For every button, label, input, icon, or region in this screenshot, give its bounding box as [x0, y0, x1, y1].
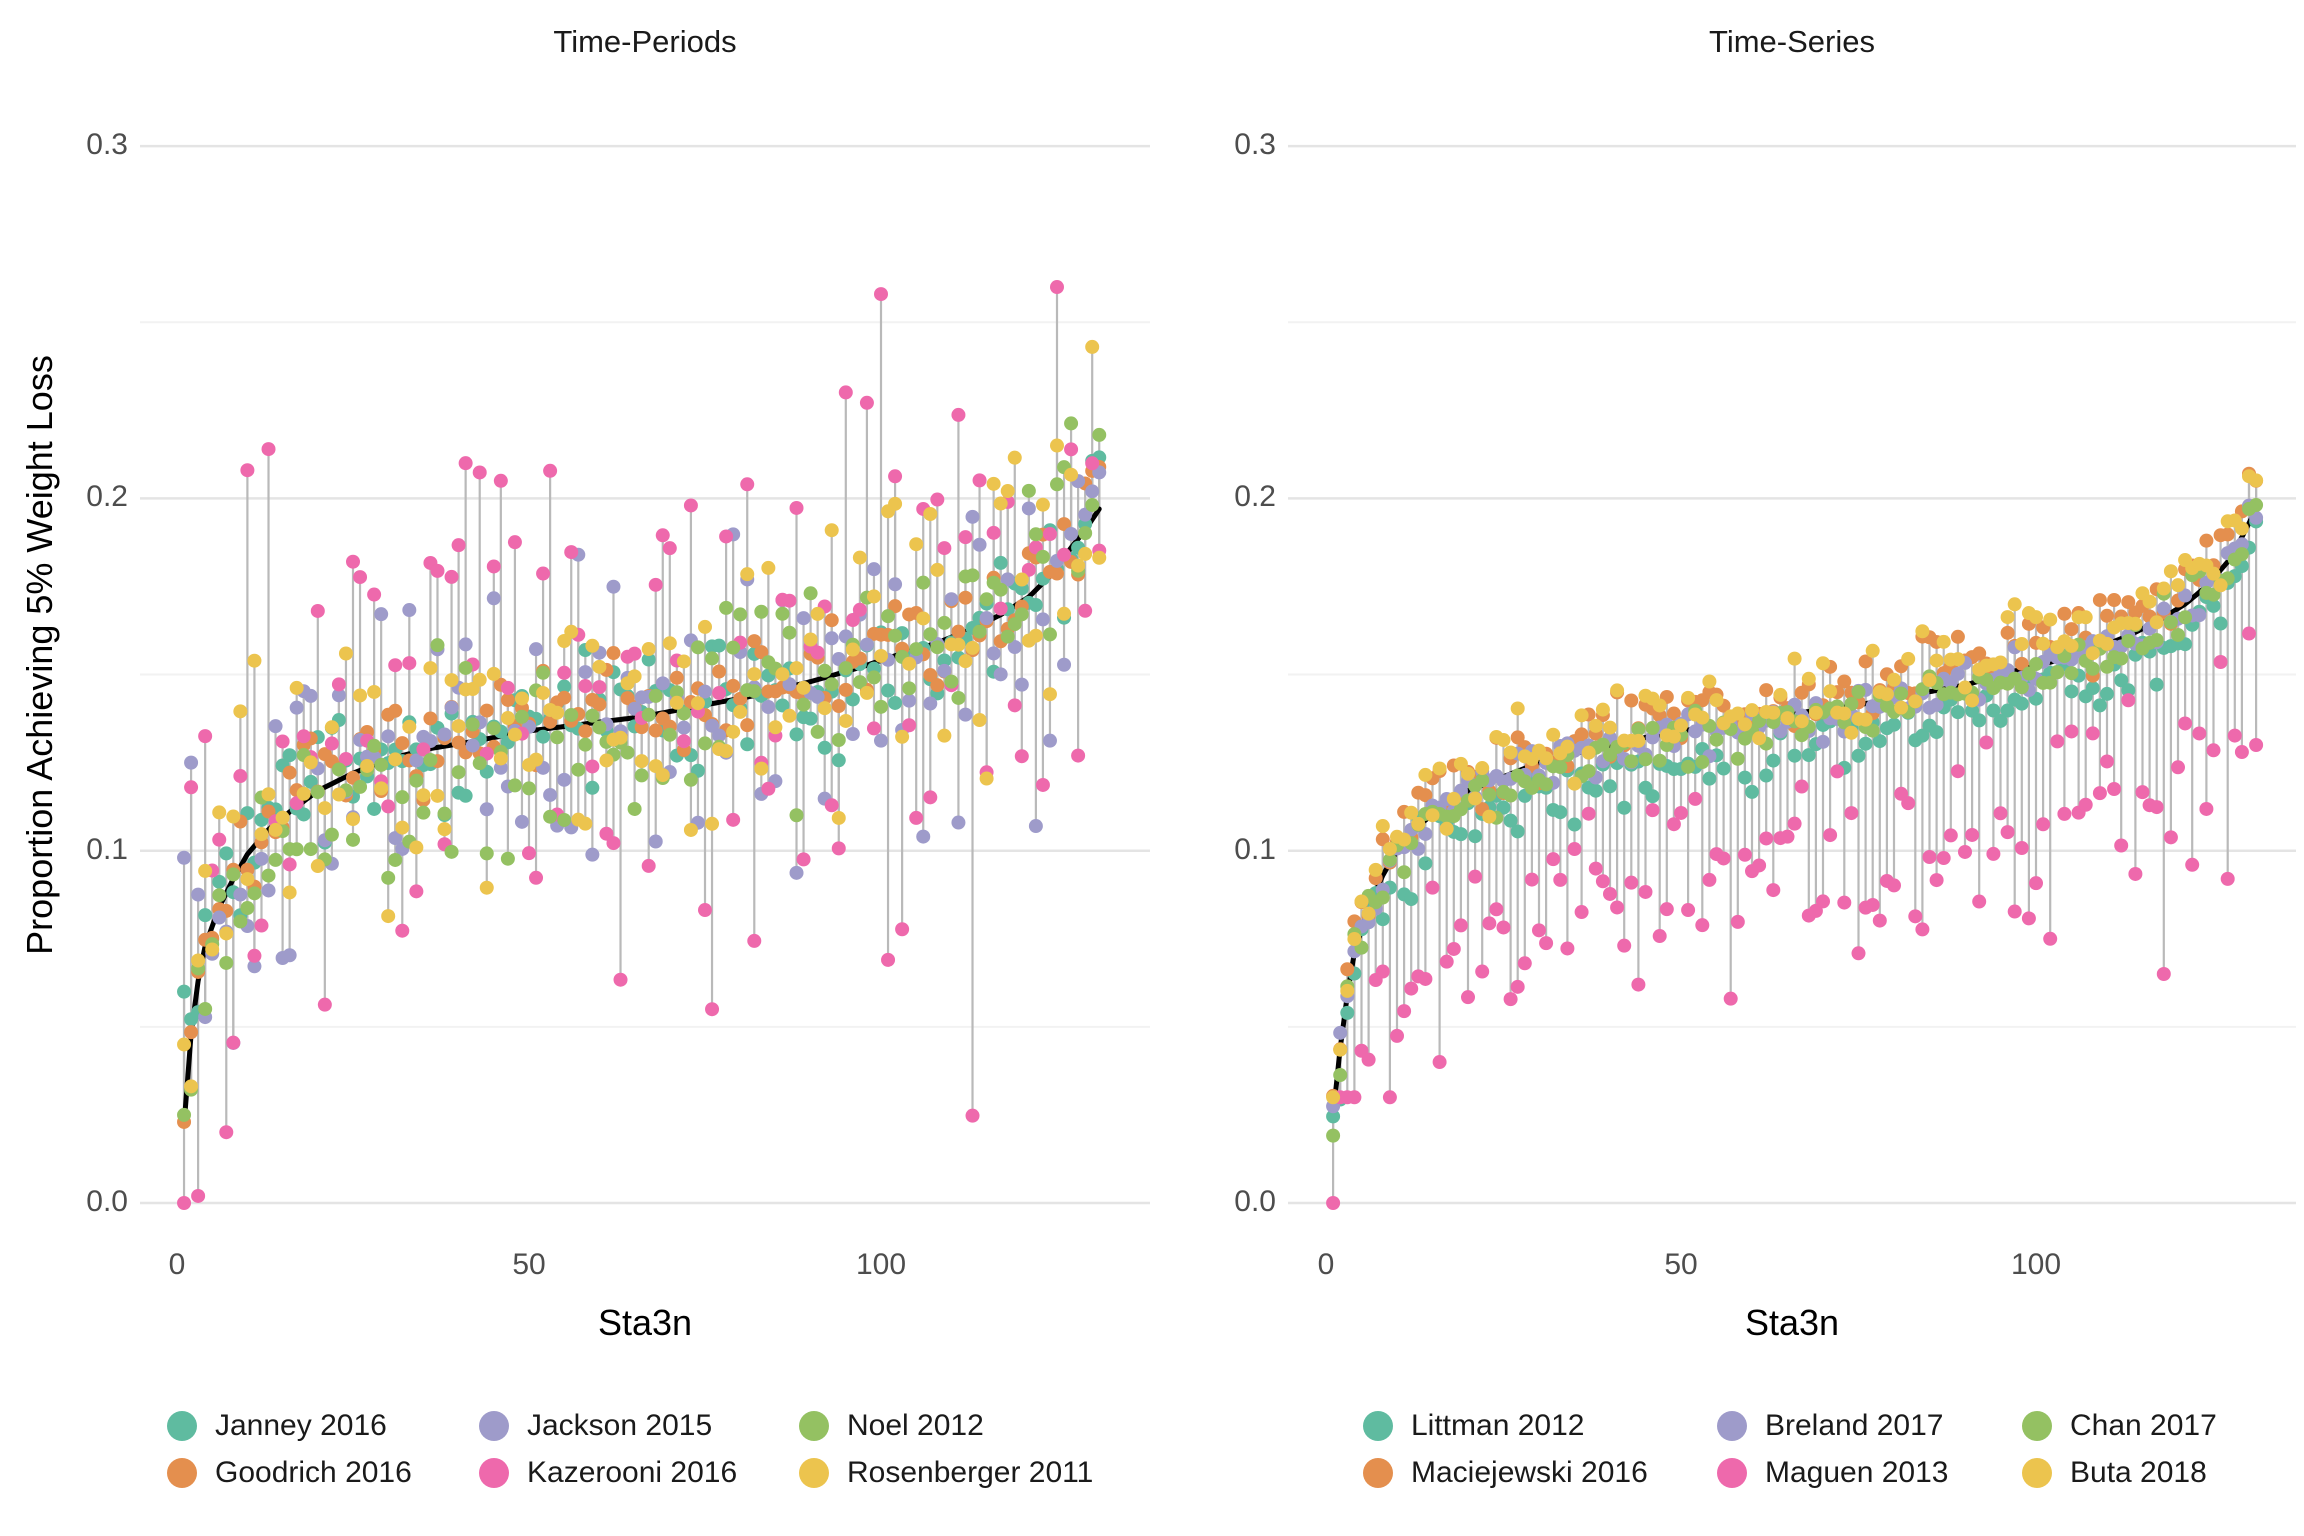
legend-item-rosenberger-2011: Rosenberger 2011	[799, 1449, 1159, 1496]
panel-0-y-tick-0.0: 0.0	[86, 1185, 128, 1218]
legend-dot-icon-jackson-2015	[479, 1410, 509, 1441]
legend-item-janney-2016: Janney 2016	[167, 1402, 479, 1449]
legend-item-maciejewski-2016: Maciejewski 2016	[1363, 1449, 1717, 1496]
legend-label-chan-2017: Chan 2017	[2070, 1408, 2217, 1442]
legend-label-maguen-2013: Maguen 2013	[1765, 1455, 1949, 1489]
panel-0-dots-rosenberger-2011	[177, 339, 1107, 1094]
legend-panel-0: Janney 2016 Goodrich 2016 Jackson 2015 Kaze…	[167, 1402, 1159, 1496]
panel-1-y-tick-0.1: 0.1	[1234, 832, 1276, 866]
legend-panel-1: Littman 2012 Maciejewski 2016 Breland 2017…	[1363, 1402, 2304, 1496]
panel-0-stems	[182, 287, 1101, 1203]
panel-0-y-tick-0.3: 0.3	[86, 128, 128, 162]
panel-title-time-series: Time-Series	[1709, 24, 1875, 59]
legend-dot-icon-littman-2012	[1363, 1410, 1393, 1441]
panel-1-x-tick-0: 0	[1317, 1248, 1335, 1281]
legend-label-kazerooni-2016: Kazerooni 2016	[527, 1455, 738, 1489]
panel-1-x-tick-100: 100	[2010, 1248, 2062, 1281]
x-axis-title-left: Sta3n	[597, 1302, 693, 1343]
panel-0-x-tick-100: 100	[855, 1248, 907, 1281]
legend-item-buta-2018: Buta 2018	[2022, 1449, 2304, 1496]
panel-title-time-periods: Time-Periods	[553, 24, 737, 59]
legend-label-breland-2017: Breland 2017	[1765, 1408, 1944, 1442]
legend-item-maguen-2013: Maguen 2013	[1717, 1449, 2022, 1496]
legend-dot-icon-rosenberger-2011	[799, 1457, 829, 1488]
panel-0-x-tick-0: 0	[168, 1248, 186, 1281]
panel-1-dots-buta-2018	[1326, 469, 2264, 1105]
legend-dot-icon-maguen-2013	[1717, 1457, 1747, 1488]
panel-1-dots-maguen-2013	[1326, 626, 2264, 1210]
legend-dot-icon-chan-2017	[2022, 1410, 2052, 1441]
legend-label-buta-2018: Buta 2018	[2070, 1455, 2207, 1489]
legend-dot-icon-buta-2018	[2022, 1457, 2052, 1488]
panel-1-y-tick-0.0: 0.0	[1234, 1185, 1276, 1218]
legend-dot-icon-kazerooni-2016	[479, 1457, 509, 1488]
panel-1-x-tick-50: 50	[1664, 1248, 1698, 1281]
legend-item-noel-2012: Noel 2012	[799, 1402, 1159, 1449]
legend-item-littman-2012: Littman 2012	[1363, 1402, 1717, 1449]
panel-0-dots-noel-2012	[177, 416, 1107, 1122]
panel-0-dots-kazerooni-2016	[177, 280, 1107, 1210]
legend-label-jackson-2015: Jackson 2015	[527, 1408, 713, 1442]
legend-label-goodrich-2016: Goodrich 2016	[215, 1455, 412, 1489]
panel-0-y-tick-0.2: 0.2	[86, 480, 128, 514]
legend-label-janney-2016: Janney 2016	[215, 1408, 387, 1442]
legend-dot-icon-maciejewski-2016	[1363, 1457, 1393, 1488]
legend-item-jackson-2015: Jackson 2015	[479, 1402, 799, 1449]
legend-dot-icon-breland-2017	[1717, 1410, 1747, 1441]
panel-1-y-tick-0.2: 0.2	[1234, 480, 1276, 514]
legend-label-littman-2012: Littman 2012	[1411, 1408, 1585, 1442]
legend-dot-icon-janney-2016	[167, 1410, 197, 1441]
legend-dot-icon-goodrich-2016	[167, 1457, 197, 1488]
legend-item-chan-2017: Chan 2017	[2022, 1402, 2304, 1449]
legend-item-goodrich-2016: Goodrich 2016	[167, 1449, 479, 1496]
legend-label-noel-2012: Noel 2012	[847, 1408, 984, 1442]
legend-item-kazerooni-2016: Kazerooni 2016	[479, 1449, 799, 1496]
panel-0-y-tick-0.1: 0.1	[86, 832, 128, 866]
legend-label-rosenberger-2011: Rosenberger 2011	[847, 1455, 1094, 1489]
legend-label-maciejewski-2016: Maciejewski 2016	[1411, 1455, 1648, 1489]
x-axis-title-right: Sta3n	[1744, 1302, 1840, 1343]
legend-item-breland-2017: Breland 2017	[1717, 1402, 2022, 1449]
panel-1-y-tick-0.3: 0.3	[1234, 128, 1276, 162]
legend-dot-icon-noel-2012	[799, 1410, 829, 1441]
panel-0-x-tick-50: 50	[512, 1248, 546, 1281]
